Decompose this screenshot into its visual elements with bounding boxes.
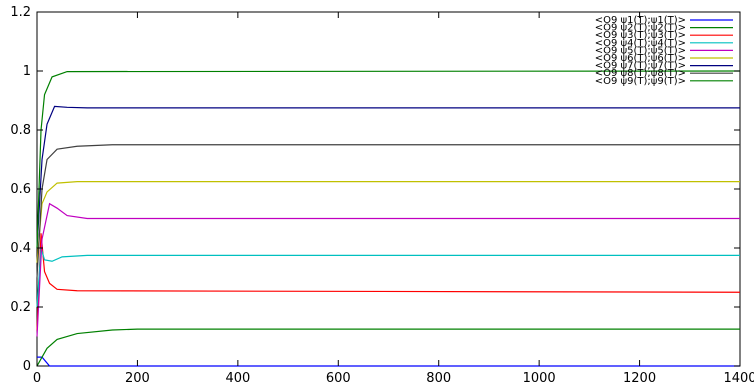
series-line-6 [36,181,740,263]
legend-label: <O9 ψ4(T);ψ4(T)> [595,38,686,49]
y-tick-label: 1.2 [10,5,31,20]
y-tick-label: 0.2 [10,300,31,315]
series-line-9 [36,70,741,249]
x-tick-label: 600 [326,371,351,386]
legend: <O9 ψ1(T);ψ1(T)><O9 ψ2(T);ψ2(T)><O9 ψ3(T… [595,15,733,87]
x-tick-label: 0 [33,371,41,386]
legend-label: <O9 ψ6(T);ψ6(T)> [595,53,686,64]
legend-label: <O9 ψ3(T);ψ3(T)> [595,30,686,41]
x-tick-label: 200 [125,371,150,386]
series-line-3 [36,233,741,331]
x-tick-label: 800 [426,371,451,386]
series-line-2 [36,328,740,367]
legend-label: <O9 ψ1(T);ψ1(T)> [595,15,686,26]
series-layer [36,70,741,367]
plot-area: 0 200 400 600 800 1000 1200 1400 0 0.2 0.4 0.6 0.8 1 1… [10,5,754,386]
y-tick-label: 0.4 [10,241,31,256]
legend-label: <O9 ψ8(T);ψ8(T)> [595,68,686,79]
x-tick-label: 1000 [523,371,556,386]
x-tick-label: 1200 [623,371,656,386]
x-tick-label: 400 [225,371,250,386]
legend-label: <O9 ψ5(T);ψ5(T)> [595,45,686,56]
y-tick-label: 0.8 [10,123,31,138]
y-tick-label: 0 [23,359,31,374]
y-tick-label: 0.6 [10,182,31,197]
series-line-1 [37,356,740,367]
series-line-8 [36,144,740,278]
series-line-7 [36,105,740,249]
tick-layer: 0 200 400 600 800 1000 1200 1400 0 0.2 0.4 0.6 0.8 1 1… [10,5,754,386]
legend-label: <O9 ψ2(T);ψ2(T)> [595,23,686,34]
series-line-5 [36,202,740,337]
legend-label: <O9 ψ9(T);ψ9(T)> [595,76,686,87]
x-tick-label: 1400 [723,371,754,386]
series-line-4 [36,247,740,308]
y-tick-label: 1 [23,64,31,79]
legend-label: <O9 ψ7(T);ψ7(T)> [595,61,686,72]
